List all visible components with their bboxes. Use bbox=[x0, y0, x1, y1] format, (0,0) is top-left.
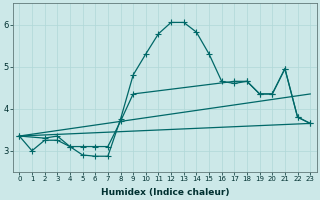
X-axis label: Humidex (Indice chaleur): Humidex (Indice chaleur) bbox=[100, 188, 229, 197]
